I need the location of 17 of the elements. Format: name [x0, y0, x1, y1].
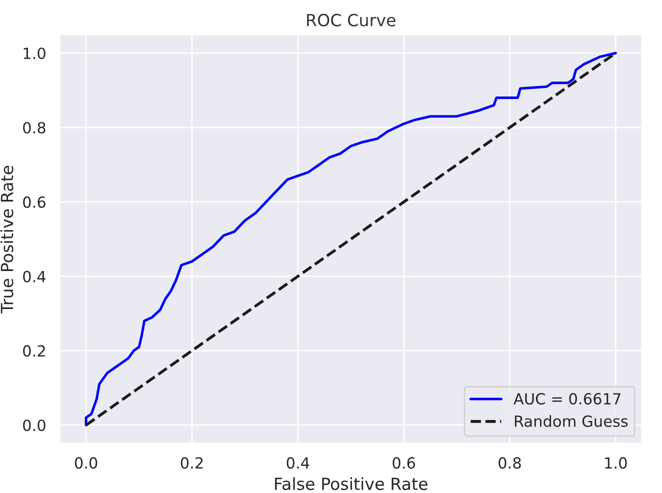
y-tick-label: 0.0 — [23, 420, 46, 432]
y-tick-label: 0.8 — [23, 122, 46, 134]
legend-label: AUC = 0.6617 — [514, 393, 620, 405]
y-tick-label: 0.6 — [23, 196, 46, 208]
x-tick-label: 0.4 — [286, 457, 310, 469]
y-axis-title: True Positive Rate — [0, 166, 14, 314]
y-tick-label: 0.2 — [23, 345, 45, 357]
x-tick-label: 0.6 — [392, 457, 416, 469]
x-tick-label: 1.0 — [605, 457, 627, 469]
legend-label: Random Guess — [514, 415, 628, 427]
x-tick-label: 0.8 — [498, 457, 521, 469]
y-tick-label: 0.4 — [23, 270, 46, 282]
y-tick-label: 1.0 — [24, 48, 46, 60]
x-axis-title: False Positive Rate — [275, 477, 428, 490]
chart-title: ROC Curve — [307, 14, 396, 26]
x-tick-label: 0.2 — [180, 457, 203, 469]
x-tick-label: 0.0 — [74, 457, 98, 469]
